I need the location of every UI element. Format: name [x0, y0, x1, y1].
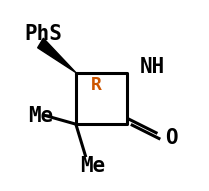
- Text: PhS: PhS: [24, 24, 62, 44]
- Text: Me: Me: [80, 156, 105, 176]
- Text: O: O: [166, 128, 178, 147]
- Polygon shape: [38, 38, 76, 73]
- Text: R: R: [90, 76, 101, 94]
- Text: NH: NH: [140, 57, 165, 77]
- Text: Me: Me: [28, 106, 53, 125]
